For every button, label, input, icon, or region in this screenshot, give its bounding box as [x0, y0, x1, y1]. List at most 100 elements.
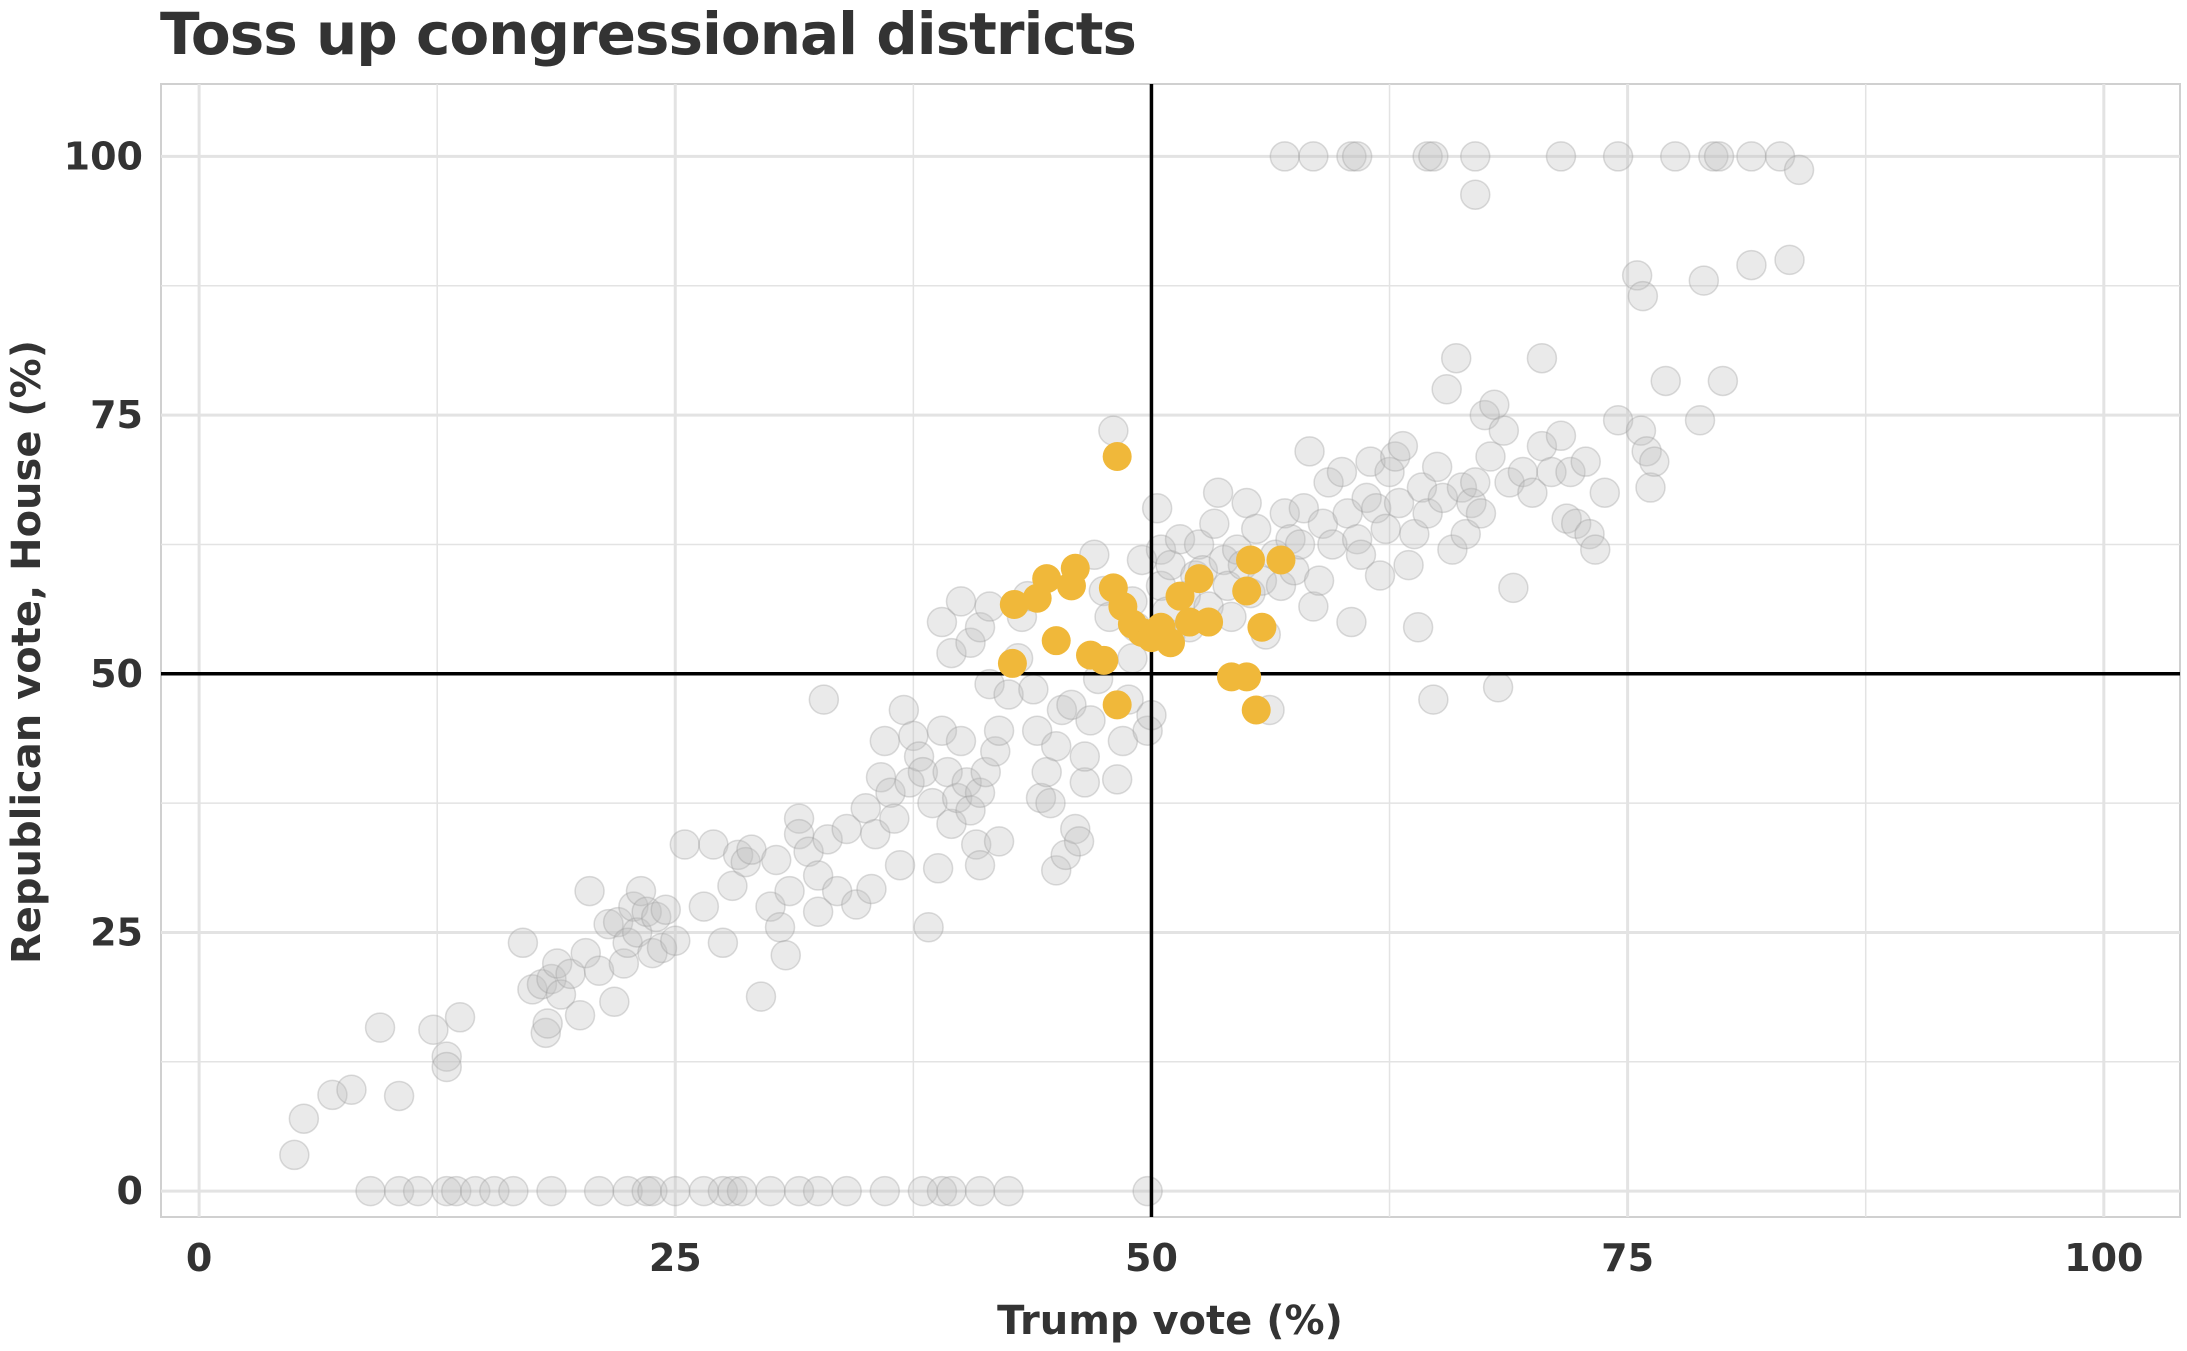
- other-district-point: [850, 793, 881, 824]
- other-district-point: [541, 948, 573, 979]
- other-district-point: [774, 875, 805, 907]
- y-tick-label: 25: [90, 910, 143, 954]
- other-district-point: [1269, 141, 1301, 172]
- other-district-point: [1402, 611, 1434, 643]
- other-district-point: [1317, 529, 1348, 560]
- other-district-point: [936, 808, 967, 840]
- other-district-point: [755, 891, 786, 922]
- other-district-point: [1437, 534, 1468, 565]
- other-district-point: [974, 668, 1005, 700]
- other-district-point: [1021, 715, 1053, 746]
- other-district-point: [783, 1175, 815, 1207]
- other-district-point: [793, 836, 824, 867]
- other-district-point: [279, 1139, 310, 1171]
- other-district-point: [621, 917, 653, 948]
- other-district-point: [974, 591, 1005, 622]
- other-district-point: [1035, 787, 1066, 819]
- toss-up-district-point: [1089, 645, 1119, 675]
- other-district-point: [1231, 487, 1262, 519]
- other-district-point: [955, 795, 986, 826]
- other-district-point: [936, 1175, 967, 1207]
- other-district-point: [1098, 415, 1129, 446]
- other-district-point: [1145, 534, 1177, 565]
- other-district-point: [1602, 405, 1634, 436]
- other-district-point: [1650, 365, 1681, 397]
- other-district-point: [1446, 472, 1478, 503]
- other-district-point: [1545, 141, 1577, 172]
- other-district-point: [1031, 756, 1062, 788]
- other-district-point: [1736, 249, 1767, 281]
- other-district-point: [1307, 508, 1339, 539]
- other-district-point: [926, 606, 958, 638]
- other-district-point: [951, 767, 982, 798]
- other-district-point: [383, 1080, 415, 1112]
- other-district-point: [745, 981, 777, 1012]
- other-district-point: [802, 860, 834, 891]
- y-tick-label: 75: [90, 393, 143, 437]
- other-district-point: [646, 932, 678, 964]
- toss-up-district-point: [1041, 626, 1071, 656]
- x-tick-label: 25: [649, 1236, 702, 1280]
- other-district-point: [1418, 141, 1449, 172]
- other-district-point: [1063, 826, 1095, 857]
- other-district-point: [926, 715, 958, 746]
- other-district-point: [1707, 365, 1739, 397]
- other-district-point: [1336, 606, 1367, 638]
- other-district-point: [1551, 503, 1582, 534]
- other-district-point: [1589, 477, 1621, 508]
- other-district-point: [808, 684, 840, 715]
- other-district-point: [1427, 482, 1459, 514]
- other-district-point: [1639, 446, 1670, 477]
- other-district-point: [1202, 477, 1234, 508]
- other-district-point: [993, 1175, 1024, 1207]
- other-district-point: [875, 777, 906, 809]
- other-district-point: [894, 767, 925, 798]
- other-district-point: [564, 999, 596, 1031]
- other-district-point: [1479, 389, 1510, 421]
- toss-up-district-point: [1247, 612, 1277, 642]
- other-district-point: [1018, 674, 1049, 705]
- other-district-point: [536, 1175, 567, 1207]
- other-district-point: [730, 846, 761, 878]
- other-district-point: [865, 762, 897, 793]
- other-district-point: [764, 912, 796, 943]
- other-district-point: [1475, 441, 1506, 472]
- x-tick-label: 75: [1601, 1236, 1654, 1280]
- other-district-point: [1141, 492, 1173, 524]
- other-district-point: [526, 968, 558, 1000]
- other-district-point: [1635, 472, 1666, 503]
- other-district-point: [879, 803, 910, 834]
- other-district-point: [1460, 179, 1491, 210]
- other-district-point: [964, 611, 996, 643]
- other-district-point: [460, 1175, 491, 1207]
- other-district-point: [612, 1175, 643, 1207]
- other-district-point: [1507, 456, 1539, 488]
- other-district-point: [1660, 141, 1691, 172]
- other-district-point: [1383, 487, 1415, 519]
- other-district-point: [431, 1175, 462, 1207]
- other-district-point: [1570, 446, 1601, 477]
- other-district-point: [802, 1175, 834, 1207]
- other-district-point: [1684, 405, 1716, 436]
- other-district-point: [783, 803, 815, 834]
- other-district-point: [1075, 705, 1106, 736]
- other-district-point: [1627, 280, 1659, 312]
- other-district-point: [1560, 508, 1592, 539]
- other-district-point: [507, 927, 539, 959]
- other-district-point: [1482, 671, 1514, 703]
- other-district-point: [1387, 430, 1419, 462]
- other-district-point: [1364, 560, 1396, 591]
- other-district-point: [936, 637, 967, 669]
- other-district-point: [1574, 518, 1605, 550]
- other-district-point: [1526, 430, 1558, 462]
- other-district-point: [479, 1175, 510, 1207]
- toss-up-district-point: [1165, 581, 1195, 611]
- other-district-point: [970, 756, 1001, 788]
- other-district-point: [1069, 767, 1101, 798]
- toss-up-district-point: [997, 648, 1027, 678]
- other-district-point: [1360, 492, 1392, 524]
- other-district-point: [907, 756, 939, 788]
- other-district-point: [1698, 141, 1729, 172]
- other-district-point: [317, 1079, 348, 1111]
